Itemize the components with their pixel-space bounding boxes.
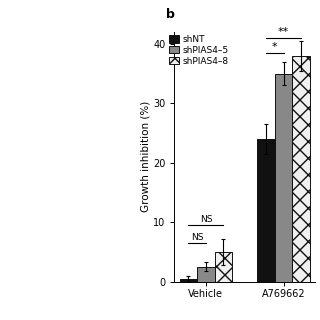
Text: b: b: [166, 8, 175, 21]
Bar: [292, 56, 310, 282]
Bar: [197, 267, 215, 282]
Bar: [215, 252, 232, 282]
Text: NS: NS: [200, 215, 212, 224]
Legend: shNT, shPIAS4–5, shPIAS4–8: shNT, shPIAS4–5, shPIAS4–8: [168, 34, 230, 67]
Bar: [275, 74, 292, 282]
Text: **: **: [278, 27, 289, 37]
Text: NS: NS: [191, 233, 204, 242]
Bar: [180, 279, 197, 282]
Text: *: *: [272, 42, 278, 52]
Y-axis label: Growth inhibition (%): Growth inhibition (%): [140, 101, 150, 212]
Bar: [258, 139, 275, 282]
